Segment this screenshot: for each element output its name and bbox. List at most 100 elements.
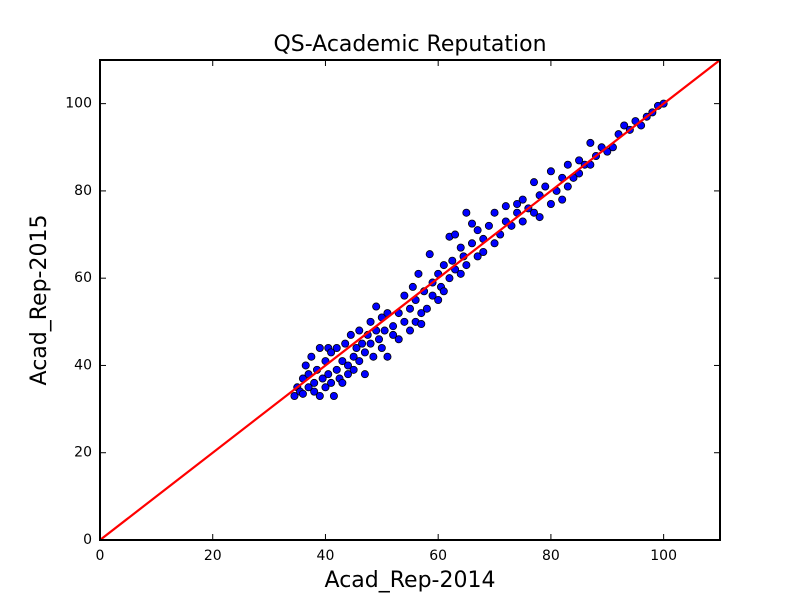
point xyxy=(530,208,539,217)
point xyxy=(315,391,324,400)
x-tick-label: 100 xyxy=(650,548,677,564)
x-tick-label: 0 xyxy=(96,548,105,564)
point xyxy=(558,195,567,204)
point xyxy=(349,365,358,374)
point xyxy=(360,370,369,379)
point xyxy=(400,317,409,326)
x-tick-label: 20 xyxy=(204,548,222,564)
point xyxy=(318,374,327,383)
point xyxy=(290,391,299,400)
point xyxy=(380,326,389,335)
point xyxy=(343,370,352,379)
point xyxy=(408,282,417,291)
point xyxy=(428,291,437,300)
point xyxy=(414,269,423,278)
point xyxy=(518,217,527,226)
point xyxy=(473,252,482,261)
point xyxy=(343,361,352,370)
point xyxy=(518,195,527,204)
point xyxy=(366,317,375,326)
x-tick-label: 40 xyxy=(317,548,335,564)
point xyxy=(456,243,465,252)
point xyxy=(355,326,364,335)
point xyxy=(338,357,347,366)
point xyxy=(304,383,313,392)
point xyxy=(451,230,460,239)
point xyxy=(575,156,584,165)
point xyxy=(456,269,465,278)
point xyxy=(389,322,398,331)
point xyxy=(341,339,350,348)
point xyxy=(473,226,482,235)
point xyxy=(338,378,347,387)
point xyxy=(563,182,572,191)
point xyxy=(377,343,386,352)
point xyxy=(439,287,448,296)
point xyxy=(324,370,333,379)
point xyxy=(301,361,310,370)
point xyxy=(484,221,493,230)
reference-line xyxy=(99,59,721,541)
point xyxy=(467,239,476,248)
point xyxy=(462,208,471,217)
point xyxy=(417,309,426,318)
point xyxy=(405,326,414,335)
point xyxy=(366,339,375,348)
point xyxy=(352,343,361,352)
y-tick-label: 60 xyxy=(74,270,92,286)
point xyxy=(389,330,398,339)
point xyxy=(332,365,341,374)
point xyxy=(448,256,457,265)
point xyxy=(329,391,338,400)
y-tick-label: 80 xyxy=(74,183,92,199)
point xyxy=(513,199,522,208)
y-tick-label: 100 xyxy=(65,96,92,112)
x-tick-label: 60 xyxy=(429,548,447,564)
point xyxy=(315,343,324,352)
point xyxy=(417,319,426,328)
point xyxy=(445,274,454,283)
x-axis-label: Acad_Rep-2014 xyxy=(325,568,496,593)
point xyxy=(462,261,471,270)
point xyxy=(400,291,409,300)
y-tick-label: 40 xyxy=(74,357,92,373)
point xyxy=(358,339,367,348)
point xyxy=(307,352,316,361)
point xyxy=(405,304,414,313)
point xyxy=(349,352,358,361)
point xyxy=(501,202,510,211)
point xyxy=(327,378,336,387)
point xyxy=(535,213,544,222)
point xyxy=(321,383,330,392)
point xyxy=(434,295,443,304)
point xyxy=(355,357,364,366)
chart-title: QS-Academic Reputation xyxy=(273,32,546,57)
point xyxy=(310,378,319,387)
point xyxy=(425,250,434,259)
point xyxy=(383,352,392,361)
point xyxy=(372,302,381,311)
point xyxy=(422,304,431,313)
plot-frame xyxy=(99,59,721,541)
y-tick-label: 20 xyxy=(74,445,92,461)
point xyxy=(374,335,383,344)
point xyxy=(620,121,629,130)
point xyxy=(586,138,595,147)
point xyxy=(467,219,476,228)
point xyxy=(541,182,550,191)
point xyxy=(346,330,355,339)
point xyxy=(332,343,341,352)
point xyxy=(490,208,499,217)
point xyxy=(479,247,488,256)
y-axis-label: Acad_Rep-2015 xyxy=(27,215,52,386)
point xyxy=(439,261,448,270)
y-tick-label: 0 xyxy=(83,532,92,548)
point xyxy=(327,348,336,357)
point xyxy=(546,199,555,208)
point xyxy=(394,335,403,344)
point xyxy=(369,352,378,361)
point xyxy=(563,160,572,169)
point xyxy=(490,239,499,248)
point xyxy=(530,178,539,187)
